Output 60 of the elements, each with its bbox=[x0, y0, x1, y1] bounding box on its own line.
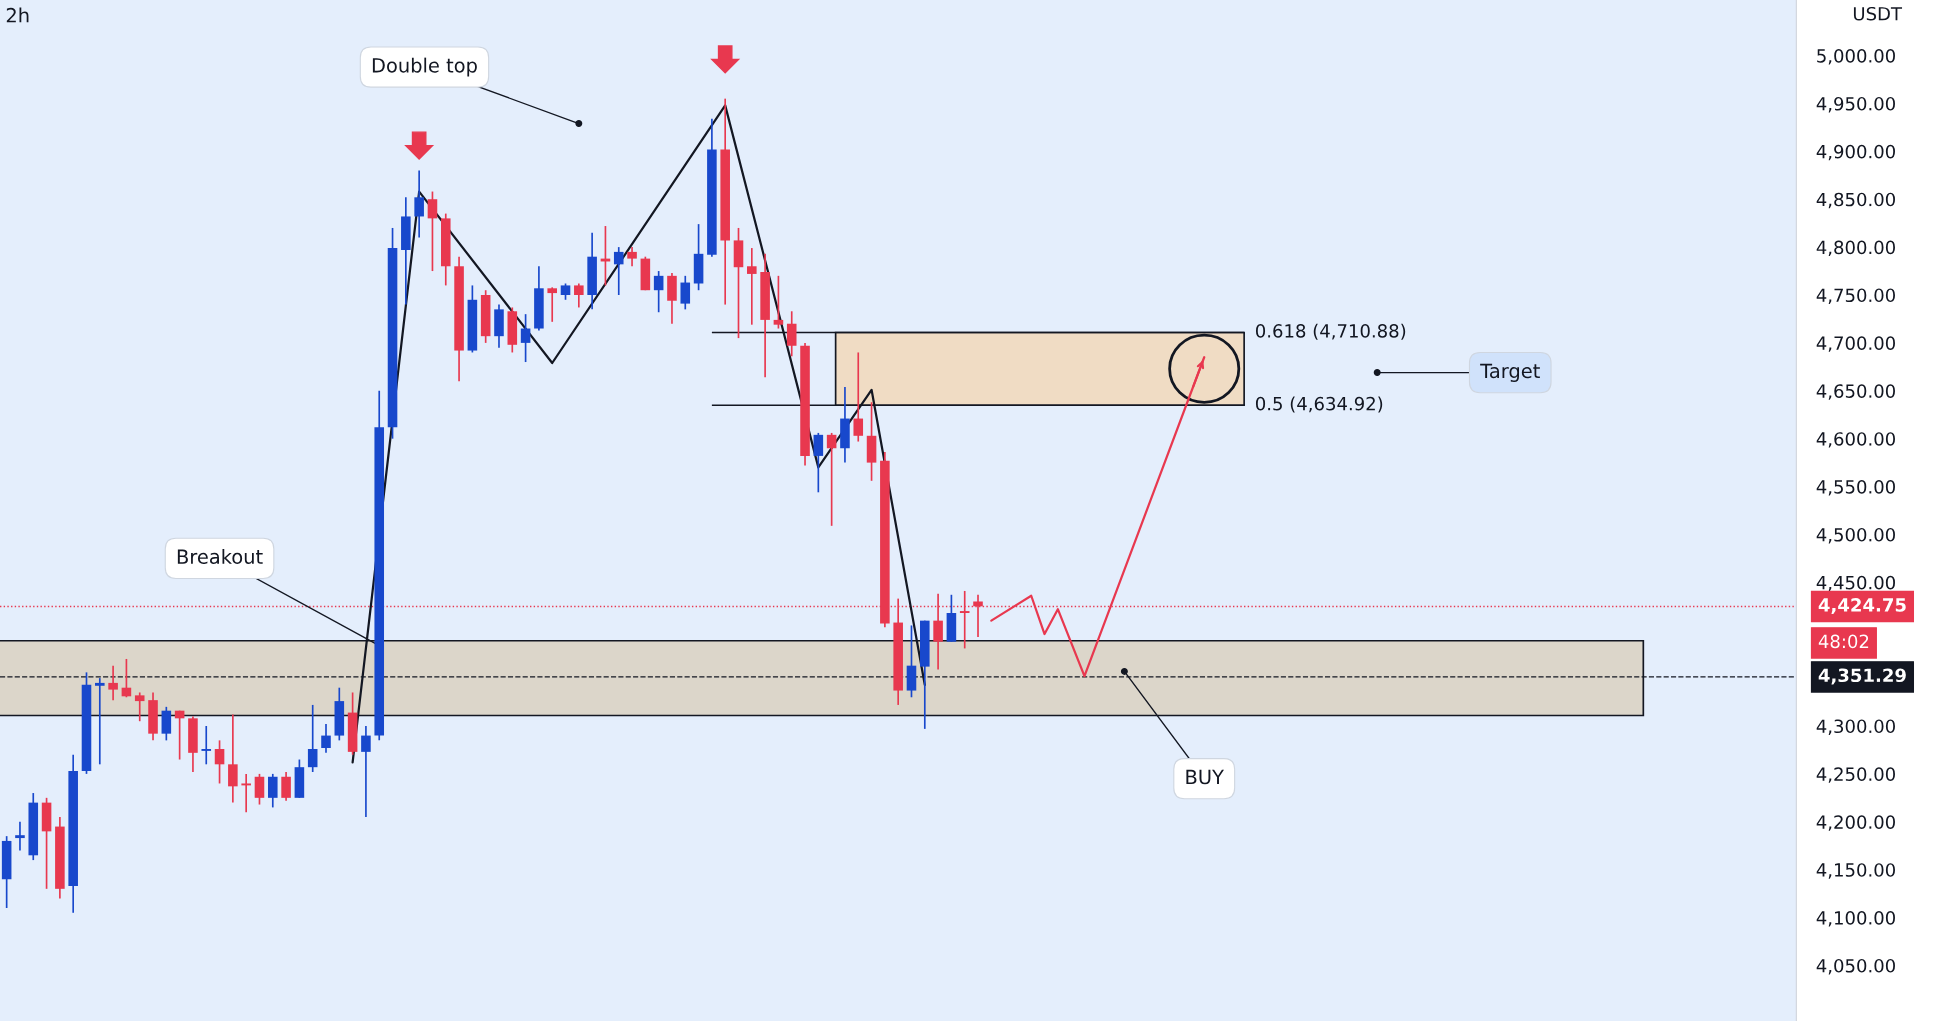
candlestick bbox=[307, 704, 318, 773]
candlestick bbox=[747, 247, 757, 326]
candlestick bbox=[627, 246, 637, 268]
y-axis-title: USDT bbox=[1853, 6, 1903, 21]
y-tick-label: 4,150.00 bbox=[1816, 863, 1895, 879]
y-tick-label: 4,300.00 bbox=[1816, 719, 1895, 735]
y-tick-label: 4,250.00 bbox=[1816, 767, 1895, 783]
candlestick bbox=[201, 725, 212, 766]
y-tick-label: 4,950.00 bbox=[1816, 96, 1895, 113]
candlestick bbox=[228, 713, 238, 804]
candlestick bbox=[161, 706, 172, 742]
candlestick bbox=[281, 771, 291, 802]
y-tick-label: 4,650.00 bbox=[1816, 384, 1895, 400]
candlestick bbox=[826, 432, 837, 527]
annotation: BUY bbox=[1186, 769, 1224, 785]
candlestick bbox=[653, 270, 664, 314]
candlestick bbox=[813, 432, 824, 494]
y-tick-label: 4,600.00 bbox=[1816, 432, 1895, 448]
candlestick bbox=[134, 691, 145, 723]
y-tick-label: 4,050.00 bbox=[1816, 958, 1895, 975]
y-tick-label: 4,550.00 bbox=[1816, 480, 1895, 496]
ref-line-label: 4,424.75 bbox=[1818, 598, 1906, 615]
annotation: Target bbox=[1480, 363, 1540, 382]
y-tick-label: 5,000.00 bbox=[1817, 49, 1895, 65]
y-tick-label: 4,450.00 bbox=[1816, 575, 1895, 592]
candlestick bbox=[267, 773, 278, 809]
ref-line-label: 0.618 (4,710.88) bbox=[1255, 323, 1406, 340]
candlestick bbox=[520, 313, 531, 363]
candlestick bbox=[574, 282, 584, 309]
ref-line-label: 0.5 (4,634.92) bbox=[1255, 396, 1383, 413]
y-tick-label: 4,850.00 bbox=[1816, 192, 1895, 209]
y-tick-label: 4,100.00 bbox=[1816, 911, 1895, 927]
candlestick bbox=[108, 664, 118, 701]
candlestick bbox=[15, 820, 25, 852]
candlestick bbox=[680, 275, 691, 311]
y-tick-label: 4,750.00 bbox=[1816, 288, 1895, 304]
y-tick-label: 4,900.00 bbox=[1816, 144, 1895, 161]
candlestick bbox=[773, 275, 784, 330]
candlestick bbox=[547, 286, 557, 323]
candlestick bbox=[321, 723, 331, 754]
annotation: Double top bbox=[372, 57, 477, 77]
candlestick bbox=[241, 773, 251, 814]
candlestick bbox=[427, 190, 438, 272]
y-tick-label: 4,700.00 bbox=[1816, 336, 1895, 352]
ref-line-label: 4,351.29 bbox=[1818, 668, 1906, 685]
text: 48:02 bbox=[1818, 634, 1869, 649]
candlestick bbox=[95, 677, 105, 766]
candlestick bbox=[613, 246, 624, 296]
candlestick bbox=[786, 310, 797, 358]
chart-title: 2h bbox=[6, 7, 29, 23]
y-tick-label: 4,800.00 bbox=[1816, 240, 1895, 257]
candlestick bbox=[853, 351, 864, 443]
candlestick bbox=[214, 739, 225, 785]
annotation: Breakout bbox=[177, 548, 263, 565]
candlestick bbox=[361, 725, 371, 818]
candlestick bbox=[959, 590, 970, 650]
y-tick-label: 4,200.00 bbox=[1816, 815, 1895, 831]
candlestick bbox=[414, 169, 424, 239]
candlestick bbox=[254, 773, 265, 806]
y-tick-label: 4,500.00 bbox=[1816, 527, 1895, 544]
